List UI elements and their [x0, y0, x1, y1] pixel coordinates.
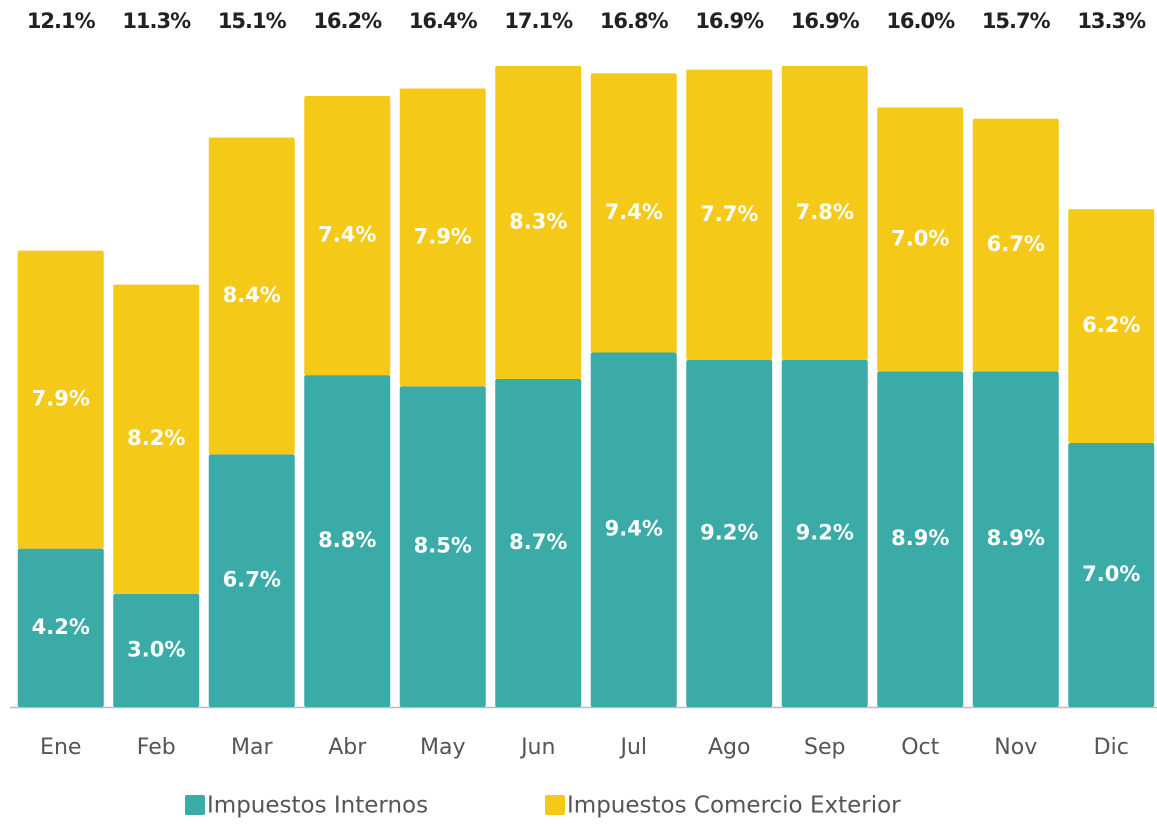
bar-segment [208, 137, 295, 455]
segment-label: 6.7% [223, 568, 281, 592]
segment-label: 7.9% [32, 387, 90, 411]
total-label: 16.9% [791, 9, 860, 33]
bar-segment [17, 548, 104, 707]
x-tick-label: May [420, 735, 465, 760]
total-label: 16.0% [886, 9, 955, 33]
segment-label: 8.8% [318, 528, 376, 552]
bar-segment [1068, 209, 1155, 443]
segment-label: 8.7% [509, 530, 567, 554]
x-tick-label: Nov [994, 735, 1037, 760]
segment-label: 4.2% [32, 615, 90, 639]
segment-label: 8.9% [891, 526, 949, 550]
total-label: 16.4% [409, 9, 478, 33]
bar-segment [17, 250, 104, 549]
segment-label: 7.0% [1082, 562, 1140, 586]
bar-segment [208, 454, 295, 707]
bar-segment [781, 360, 868, 707]
bar-segment [1068, 443, 1155, 707]
bar-segment [495, 378, 582, 707]
bar-segment [877, 371, 964, 707]
total-label: 17.1% [504, 9, 573, 33]
segment-label: 8.9% [987, 526, 1045, 550]
segment-label: 8.4% [223, 283, 281, 307]
legend-label: Impuestos Comercio Exterior [567, 793, 901, 819]
bar-segment [877, 107, 964, 372]
segment-label: 7.7% [700, 202, 758, 226]
bar-segment [972, 371, 1059, 707]
total-label: 12.1% [27, 9, 96, 33]
segment-label: 8.5% [414, 534, 472, 558]
x-tick-label: Jun [519, 735, 555, 760]
legend-swatch [545, 795, 565, 815]
bar-segment [686, 69, 773, 361]
segment-label: 3.0% [127, 637, 185, 661]
segment-label: 9.2% [700, 521, 758, 545]
x-tick-label: Abr [328, 735, 367, 760]
legend-label: Impuestos Internos [207, 793, 428, 819]
total-label: 16.8% [600, 9, 669, 33]
segment-label: 7.8% [796, 200, 854, 224]
x-tick-label: Feb [137, 735, 176, 760]
segment-label: 7.4% [318, 223, 376, 247]
total-label: 16.9% [695, 9, 764, 33]
bar-segment [399, 386, 486, 707]
bar-segment [113, 284, 200, 594]
total-label: 15.1% [218, 9, 287, 33]
bar-segment [686, 360, 773, 707]
segment-label: 9.2% [796, 521, 854, 545]
x-tick-label: Jul [618, 735, 647, 760]
segment-label: 7.4% [605, 200, 663, 224]
total-label: 13.3% [1077, 9, 1146, 33]
segment-label: 8.3% [509, 209, 567, 233]
segment-label: 8.2% [127, 426, 185, 450]
bar-segment [590, 73, 677, 353]
x-tick-label: Sep [804, 735, 845, 760]
bar-segment [304, 375, 391, 707]
bar-segment [781, 65, 868, 361]
x-tick-label: Ene [40, 735, 81, 760]
bar-segment [972, 118, 1059, 372]
bar-segment [399, 88, 486, 387]
bar-segment [304, 96, 391, 376]
segment-label: 9.4% [605, 517, 663, 541]
segment-label: 6.2% [1082, 313, 1140, 337]
bar-segment [590, 352, 677, 707]
x-tick-label: Mar [231, 735, 273, 760]
x-tick-label: Dic [1094, 735, 1129, 760]
bar-segment [495, 65, 582, 379]
x-tick-label: Oct [901, 735, 939, 760]
segment-label: 6.7% [987, 232, 1045, 256]
total-label: 16.2% [313, 9, 382, 33]
bar-segment [113, 593, 200, 707]
x-tick-label: Ago [708, 735, 750, 760]
legend-swatch [185, 795, 205, 815]
total-label: 15.7% [982, 9, 1051, 33]
segment-label: 7.0% [891, 226, 949, 250]
segment-label: 7.9% [414, 224, 472, 248]
total-label: 11.3% [122, 9, 191, 33]
